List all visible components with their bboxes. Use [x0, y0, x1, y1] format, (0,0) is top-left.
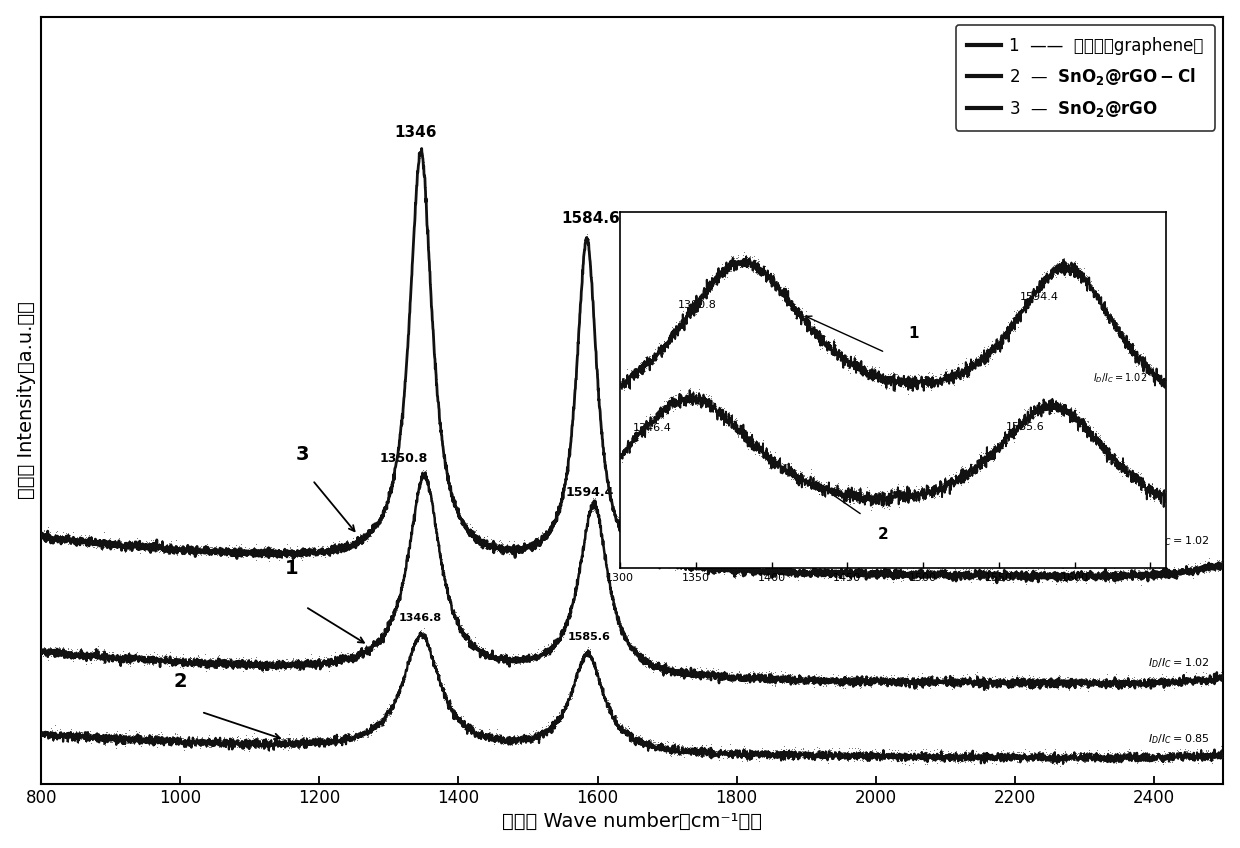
Text: 2: 2 — [878, 527, 888, 542]
Text: 1346.4: 1346.4 — [632, 423, 672, 433]
Text: 1585.6: 1585.6 — [568, 632, 610, 642]
Text: 3: 3 — [295, 444, 309, 464]
Text: 1584.6: 1584.6 — [560, 211, 620, 226]
Text: 1: 1 — [285, 559, 299, 577]
Text: 2: 2 — [174, 672, 187, 691]
Text: 1346.8: 1346.8 — [398, 612, 441, 622]
Text: $I_D/I_C=1.02$: $I_D/I_C=1.02$ — [1094, 371, 1147, 385]
Text: 1: 1 — [908, 326, 919, 341]
Text: $I_D/I_C=1.02$: $I_D/I_C=1.02$ — [1148, 656, 1209, 670]
Text: 1350.8: 1350.8 — [379, 452, 428, 465]
Text: 1380.8: 1380.8 — [677, 300, 717, 310]
X-axis label: 波数［ Wave number（cm⁻¹）］: 波数［ Wave number（cm⁻¹）］ — [502, 812, 763, 831]
Legend: 1  ——  石墨烯（graphene）, 2  $\mathbf{—}$  $\mathbf{SnO_2@rGO-Cl}$, 3  $\mathbf{—}$ : 1 —— 石墨烯（graphene）, 2 $\mathbf{—}$ $\mat… — [956, 25, 1215, 131]
Text: 1346: 1346 — [394, 125, 436, 140]
Text: 1585.6: 1585.6 — [1006, 422, 1045, 432]
Text: 1594.4: 1594.4 — [1019, 293, 1059, 303]
Text: 1594.4: 1594.4 — [565, 486, 614, 499]
Text: $I_D/I_C=1.02$: $I_D/I_C=1.02$ — [1148, 534, 1209, 548]
Y-axis label: 强度［ Intensity（a.u.）］: 强度［ Intensity（a.u.）］ — [16, 301, 36, 499]
Text: $I_D/I_C=0.85$: $I_D/I_C=0.85$ — [1148, 732, 1209, 746]
